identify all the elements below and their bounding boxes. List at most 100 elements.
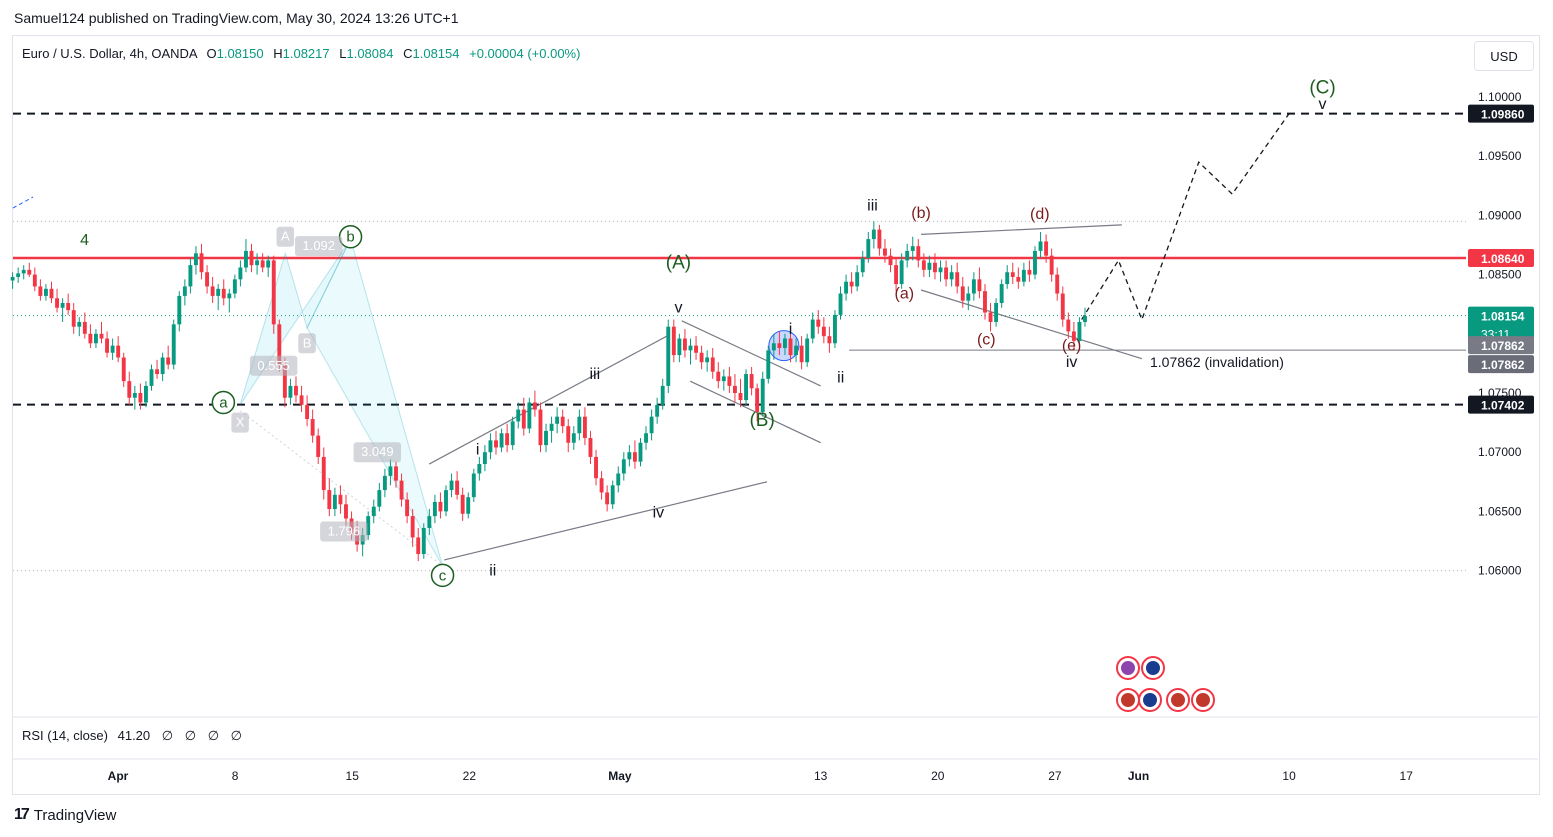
candle-body: [732, 385, 737, 393]
candle-body: [1077, 321, 1082, 341]
wave-label: i: [789, 321, 793, 338]
candle-body: [844, 281, 849, 294]
candle-body: [1044, 241, 1049, 256]
chart-frame[interactable]: [12, 35, 1540, 795]
event-flag-icon: [1146, 661, 1160, 675]
candle-body: [610, 485, 615, 505]
rsi-setting-icon[interactable]: ∅: [161, 728, 174, 743]
candle-body: [555, 416, 560, 424]
rsi-setting-icon[interactable]: ∅: [230, 728, 242, 743]
rsi-value: 41.20: [117, 728, 151, 743]
harmonic-label-text: 3.049: [361, 444, 394, 459]
wave-circle-text: b: [346, 229, 354, 246]
candle-body: [10, 276, 15, 281]
candle-body: [994, 303, 999, 322]
candle-body: [1027, 269, 1032, 275]
candle-body: [438, 501, 443, 512]
wave-labels: 4(A)v(B)(C)viiiiiiiviiiiiiiv(a)(b)(c)(d)…: [80, 77, 1336, 588]
currency-button[interactable]: USD: [1474, 41, 1534, 71]
candle-body: [638, 442, 643, 462]
candle-body: [916, 246, 921, 261]
candle-body: [966, 293, 971, 301]
candle-body: [60, 303, 65, 308]
candle-body: [927, 262, 932, 270]
candle-body: [705, 357, 710, 363]
wave-label: (a): [895, 285, 915, 302]
x-tick-label: Jun: [1128, 769, 1149, 783]
harmonic-label: A: [276, 226, 295, 247]
candle-body: [721, 376, 726, 382]
candle-body: [605, 492, 610, 505]
circled-wave-label: a: [211, 390, 236, 415]
candle-body: [27, 269, 32, 275]
price-badges: 1.098601.086401.0815433:111.078621.07862…: [1468, 104, 1534, 414]
candle-body: [621, 459, 626, 474]
candle-body: [1049, 255, 1054, 275]
horizontal-levels: 1.07862 (invalidation): [13, 112, 1466, 406]
candle-body: [677, 338, 682, 356]
candle-body: [488, 440, 493, 453]
candle-body: [405, 499, 410, 517]
candle-body: [888, 255, 893, 266]
candle-body: [1055, 274, 1060, 294]
open-value: 1.08150: [216, 46, 264, 61]
candle-body: [644, 433, 648, 443]
harmonic-label-box: [249, 355, 298, 376]
rsi-legend: RSI (14, close) 41.20 ∅ ∅ ∅ ∅: [22, 728, 242, 744]
candle-body: [910, 246, 915, 251]
candle-body: [838, 293, 843, 315]
candle-body: [894, 265, 899, 285]
candle-body: [938, 267, 943, 273]
wave-label: iv: [653, 504, 665, 521]
y-axis: 1.100001.095001.090001.085001.075001.070…: [1478, 90, 1522, 578]
projection-path: [1081, 113, 1290, 322]
y-tick-label: 1.08500: [1478, 268, 1522, 282]
publish-info: Samuel124 published on TradingView.com, …: [14, 10, 459, 26]
candle-body: [833, 314, 837, 344]
price-badge: 1.07862: [1468, 336, 1534, 355]
price-badge: 1.07862: [1468, 355, 1534, 374]
candle-body: [855, 272, 860, 287]
x-tick-label: 17: [1400, 769, 1414, 783]
candle-body: [127, 381, 132, 398]
y-tick-label: 1.09000: [1478, 208, 1522, 222]
candle-body: [38, 286, 43, 296]
candle-body: [144, 385, 148, 403]
x-tick-label: 22: [463, 769, 477, 783]
candle-body: [177, 295, 182, 325]
price-badge-box: [1468, 355, 1534, 374]
candle-body: [527, 402, 532, 429]
candle-body: [971, 279, 976, 294]
trend-fragment: [12, 196, 34, 209]
wave-label: iv: [1066, 354, 1078, 371]
candle-body: [549, 423, 554, 431]
candle-body: [727, 376, 732, 386]
candle-body: [699, 352, 704, 363]
harmonic-label-text: 0.555: [257, 358, 290, 373]
wave-circle-text: a: [219, 394, 228, 411]
price-badge: 1.07402: [1468, 395, 1534, 414]
candle-body: [1083, 316, 1087, 322]
price-badge-box: [1468, 249, 1534, 268]
rsi-setting-icon[interactable]: ∅: [184, 728, 197, 743]
circled-wave-label: b: [338, 224, 363, 249]
change-value: +0.00004 (+0.00%): [469, 46, 581, 61]
candle-body: [977, 279, 982, 292]
candle-body: [571, 433, 576, 443]
low-value: 1.08084: [346, 46, 394, 61]
candle-body: [71, 310, 76, 327]
rsi-setting-icon[interactable]: ∅: [207, 728, 220, 743]
event-flag-icon: [1121, 693, 1135, 707]
harmonic-label-text: B: [303, 335, 312, 350]
candle-body: [66, 303, 71, 311]
candle-body: [388, 466, 393, 476]
candle-body: [871, 229, 876, 240]
candle-body: [1038, 241, 1043, 251]
candle-body: [632, 452, 637, 462]
candle-body: [694, 345, 698, 353]
candle-body: [132, 393, 137, 398]
candle-body: [321, 456, 326, 491]
price-badge-box: [1468, 336, 1534, 355]
harmonic-label-box: [298, 333, 316, 354]
